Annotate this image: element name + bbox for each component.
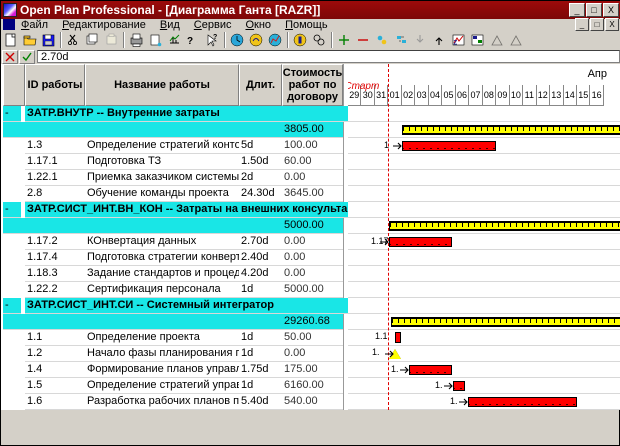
svg-text:Z: Z (453, 40, 457, 46)
svg-text:?: ? (187, 36, 193, 47)
svg-text:?: ? (213, 34, 217, 41)
